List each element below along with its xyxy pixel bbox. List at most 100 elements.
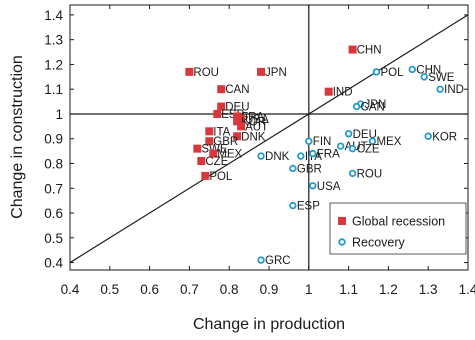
point-label: ESP xyxy=(297,201,320,213)
point-label: CZE xyxy=(357,144,380,156)
recovery-point xyxy=(352,102,361,111)
recovery-point xyxy=(289,201,297,210)
y-tick-label: 1 xyxy=(55,107,63,122)
point-label: GRC xyxy=(265,255,291,267)
recession-point xyxy=(324,87,333,96)
point-label: KOR xyxy=(241,116,266,128)
legend-label-recovery: Recovery xyxy=(352,236,406,250)
point-label: DEU xyxy=(353,129,377,141)
point-label: AUT xyxy=(245,121,268,133)
recession-point xyxy=(233,117,242,126)
point-label: DNK xyxy=(241,131,266,143)
recession-point xyxy=(193,144,202,153)
point-label: CAN xyxy=(361,102,385,114)
point-label: SWE xyxy=(428,72,455,84)
point-label: MEX xyxy=(376,136,401,148)
point-label: FIN xyxy=(313,136,332,148)
point-label: CZE xyxy=(205,156,228,168)
y-tick-label: 0.5 xyxy=(44,231,63,246)
recovery-point xyxy=(257,256,265,264)
legend-square-marker xyxy=(338,217,346,225)
x-tick-label: 0.9 xyxy=(260,282,279,297)
point-label: DNK xyxy=(265,151,290,163)
legend-label-global-recession: Global recession xyxy=(352,215,445,229)
recovery-point xyxy=(336,142,345,150)
y-tick-label: 1.1 xyxy=(44,82,63,97)
recovery-point xyxy=(309,182,317,190)
point-label: IND xyxy=(444,84,464,96)
recession-point xyxy=(201,171,210,180)
point-label: ITA xyxy=(213,126,230,138)
recession-point xyxy=(205,137,214,146)
x-axis-title: Change in production xyxy=(193,316,345,333)
point-label: KOR xyxy=(432,131,457,143)
recovery-point xyxy=(408,65,416,74)
recession-point xyxy=(185,67,194,76)
x-tick-label: 0.6 xyxy=(140,282,159,297)
point-label: USA xyxy=(317,181,341,193)
point-label: JPN xyxy=(265,67,287,79)
legend: Global recession Recovery xyxy=(329,202,467,255)
x-tick-label: 1 xyxy=(305,282,313,297)
recovery-point xyxy=(372,68,381,76)
point-label: JPN xyxy=(365,99,387,111)
y-tick-label: 0.4 xyxy=(44,256,63,271)
recovery-point xyxy=(424,132,432,140)
x-tick-label: 1.1 xyxy=(339,282,358,297)
recession-point xyxy=(233,132,242,141)
point-label: FRA xyxy=(317,149,340,161)
x-tick-label: 0.8 xyxy=(220,282,239,297)
y-tick-label: 1.3 xyxy=(44,33,63,48)
point-label: POL xyxy=(209,171,233,183)
recession-point xyxy=(205,127,214,136)
point-label: CHN xyxy=(357,45,382,57)
legend-box xyxy=(329,202,467,255)
recovery-point xyxy=(348,144,357,153)
point-label: DEU xyxy=(225,102,249,114)
legend-circle-marker xyxy=(338,238,346,246)
x-tick-label: 1.3 xyxy=(419,282,438,297)
point-label: ROU xyxy=(357,168,383,180)
recovery-point xyxy=(305,137,313,145)
recovery-point xyxy=(436,85,444,93)
y-tick-label: 1.2 xyxy=(44,57,63,72)
point-label: ROU xyxy=(193,67,219,79)
recovery-point xyxy=(289,164,297,173)
y-tick-label: 0.8 xyxy=(44,157,63,172)
recession-point xyxy=(213,109,222,118)
recovery-point xyxy=(257,152,265,160)
point-label: CHN xyxy=(416,64,441,76)
recession-point xyxy=(257,67,266,76)
point-label: POL xyxy=(380,67,404,79)
axis-ticks: 0.4 0.5 0.6 0.7 0.8 0.9 1 1.1 1.2 1.3 1.4 0.4 0.5 0.6… xyxy=(44,5,475,297)
x-tick-label: 0.5 xyxy=(100,282,119,297)
recovery-point xyxy=(368,137,377,145)
recession-point xyxy=(197,157,206,166)
recovery-point xyxy=(297,152,305,160)
point-label: GBR xyxy=(297,163,322,175)
point-label: CAN xyxy=(225,84,249,96)
point-label: GBR xyxy=(213,136,238,148)
point-label: MEX xyxy=(217,149,242,161)
x-tick-label: 0.7 xyxy=(180,282,199,297)
diagonal-reference-line xyxy=(69,14,469,264)
recovery-point xyxy=(309,149,317,158)
recession-point xyxy=(217,85,226,94)
recession-point xyxy=(348,45,357,54)
recession-point xyxy=(237,122,246,131)
point-label: IND xyxy=(333,87,353,99)
recession-point xyxy=(209,149,218,158)
y-tick-label: 0.7 xyxy=(44,181,63,196)
y-axis-title: Change in construction xyxy=(9,55,26,219)
x-tick-label: 1.2 xyxy=(379,282,398,297)
recovery-point xyxy=(420,73,428,81)
point-label: USA xyxy=(245,114,269,126)
recession-point xyxy=(217,102,226,111)
reference-lines xyxy=(69,5,469,270)
y-tick-label: 1.4 xyxy=(44,8,63,23)
recovery-point xyxy=(344,130,353,138)
x-tick-label: 0.4 xyxy=(61,282,80,297)
